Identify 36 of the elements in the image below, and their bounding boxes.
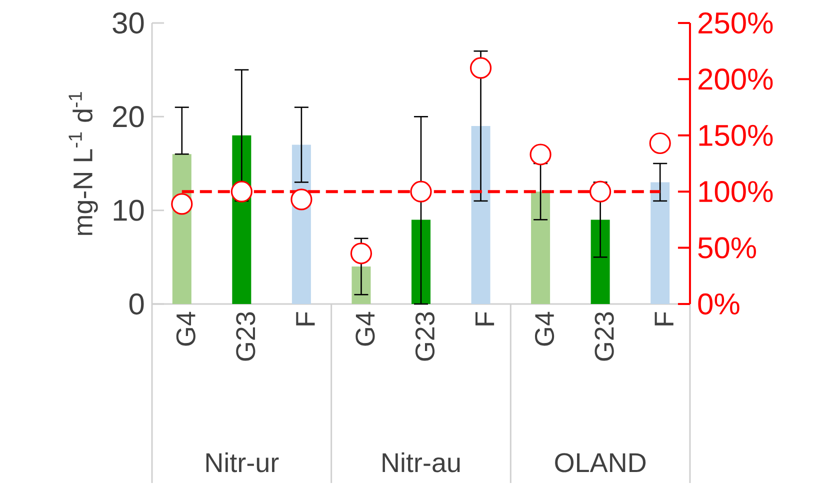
point — [410, 180, 432, 202]
bar — [650, 182, 670, 304]
x-tick-label: G4 — [356, 312, 375, 346]
y2-tick-label: 150% — [699, 124, 773, 146]
y2-tick-label: 50% — [698, 237, 756, 258]
x-tick-label: G23 — [594, 312, 614, 361]
y2-tick-label: 250% — [698, 12, 773, 34]
text: Nitr-au — [382, 452, 460, 472]
bar — [590, 220, 610, 304]
point — [590, 180, 612, 202]
point — [649, 132, 671, 154]
point — [290, 188, 312, 210]
x-tick-label: F — [654, 312, 674, 326]
text: OLAND — [555, 453, 646, 472]
y-tick-label: 10 — [114, 200, 144, 221]
y2-tick-label: 100% — [699, 180, 773, 202]
x-tick-label: G4 — [176, 312, 196, 346]
x-tick-label: G23 — [236, 312, 256, 361]
x-tick-label: G23 — [415, 312, 435, 361]
bar — [411, 220, 430, 304]
y2-tick-label: 200% — [698, 68, 773, 90]
x-tick-label: F — [475, 312, 494, 326]
bar — [352, 266, 371, 304]
point — [171, 193, 193, 215]
x-tick-label: F — [296, 312, 315, 326]
y-tick-label: 0 — [129, 293, 144, 315]
y-tick-label: 30 — [112, 12, 144, 34]
bar — [471, 126, 490, 304]
y2-tick-label: 0% — [698, 293, 740, 315]
point — [530, 144, 552, 166]
y-axis-title: mg-N L$^{-1}$ d$^{-1}$ — [68, 92, 98, 236]
point — [230, 180, 252, 202]
text: Nitr-ur — [206, 452, 279, 472]
x-tick-label: G4 — [534, 312, 554, 346]
bar — [531, 192, 550, 304]
y-tick-label: 20 — [113, 106, 144, 128]
